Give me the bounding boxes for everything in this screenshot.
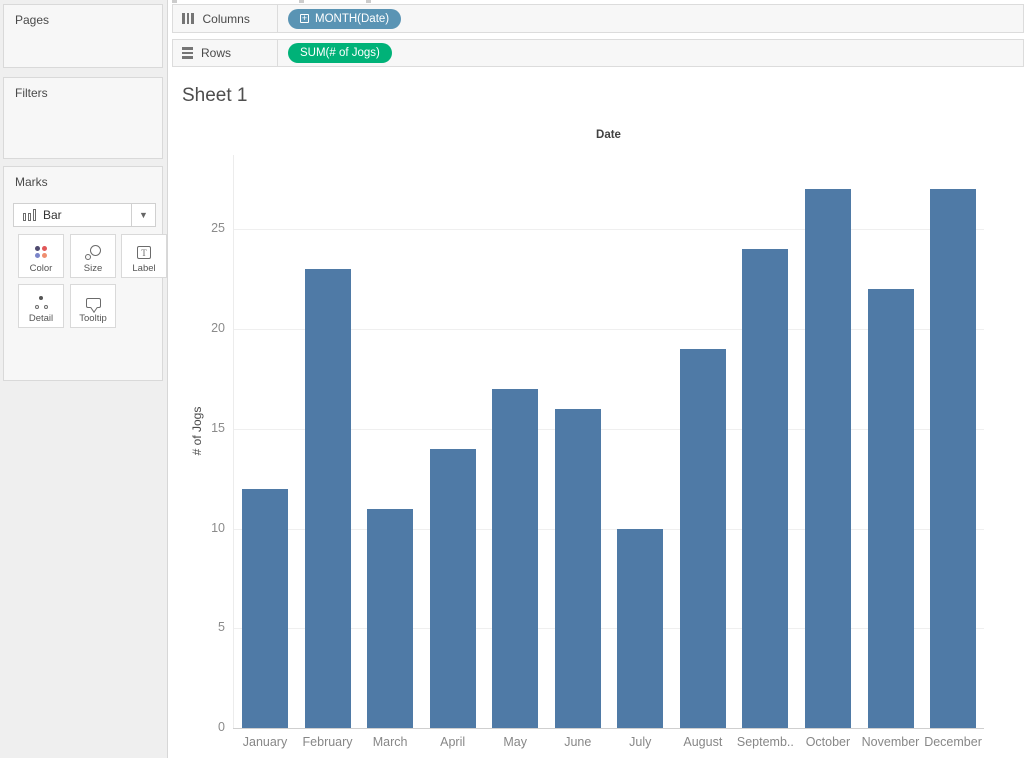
size-button-label: Size xyxy=(83,263,103,274)
sheet-title: Sheet 1 xyxy=(182,85,248,106)
columns-icon xyxy=(182,13,194,24)
gridline-10 xyxy=(233,528,984,530)
cropped-toolbar-artifact xyxy=(299,0,304,3)
label-icon: T xyxy=(137,244,151,261)
bar-chart-icon xyxy=(23,209,36,221)
sum-jogs-pill[interactable]: SUM(# of Jogs) xyxy=(288,43,392,63)
bar-july[interactable] xyxy=(617,528,664,728)
month-date-pill-label: MONTH(Date) xyxy=(315,12,390,25)
x-tick-label-february: February xyxy=(302,735,353,749)
rows-shelf[interactable]: Rows SUM(# of Jogs) xyxy=(172,39,1024,67)
color-button-label: Color xyxy=(29,263,53,274)
cropped-toolbar-artifact xyxy=(366,0,371,3)
bar-august[interactable] xyxy=(679,348,726,728)
y-tick-label: 5 xyxy=(218,620,225,635)
tooltip-icon xyxy=(85,294,101,311)
x-tick-label-april: April xyxy=(440,735,466,749)
bar-june[interactable] xyxy=(554,408,601,728)
detail-icon xyxy=(34,294,48,311)
bar-december[interactable] xyxy=(930,189,977,728)
chevron-down-icon[interactable]: ▼ xyxy=(131,204,155,226)
y-tick-label: 0 xyxy=(218,720,225,734)
worksheet-view: Sheet 1 Date # of Jogs 0 5 10 15 20 25 January… xyxy=(172,72,1024,758)
rows-shelf-label: Rows xyxy=(201,46,232,60)
detail-button-label: Detail xyxy=(28,313,54,324)
gridline-15 xyxy=(233,428,984,430)
gridline-25 xyxy=(233,229,984,231)
left-sidebar: Pages Filters Marks Bar ▼ Color Size T xyxy=(0,0,168,758)
sum-jogs-pill-label: SUM(# of Jogs) xyxy=(300,47,380,59)
y-tick-label: 25 xyxy=(211,221,225,236)
y-tick-label: 15 xyxy=(211,420,225,435)
x-axis-line xyxy=(233,728,984,729)
y-tick-label: 20 xyxy=(211,321,225,335)
y-axis-line xyxy=(233,155,234,728)
rows-shelf-header: Rows xyxy=(173,40,278,66)
x-tick-label-december: December xyxy=(924,735,982,749)
x-tick-label-march: March xyxy=(372,735,408,749)
x-tick-label-september: Septemb.. xyxy=(736,735,794,749)
filters-shelf-title: Filters xyxy=(15,86,48,100)
x-axis-title: Date xyxy=(596,129,621,141)
gridline-20 xyxy=(233,329,984,330)
bar-september[interactable] xyxy=(742,249,789,728)
detail-button[interactable]: Detail xyxy=(18,284,64,328)
bar-november[interactable] xyxy=(867,289,914,728)
size-icon xyxy=(85,244,101,261)
x-tick-label-november: November xyxy=(861,735,920,749)
expand-plus-icon[interactable]: + xyxy=(300,13,309,23)
rows-icon xyxy=(182,47,193,59)
pages-shelf-title: Pages xyxy=(15,13,50,27)
pages-shelf[interactable]: Pages xyxy=(3,4,163,68)
x-tick-label-july: July xyxy=(629,735,652,749)
x-tick-label-august: August xyxy=(683,735,723,749)
x-tick-label-june: June xyxy=(564,735,592,749)
month-date-pill[interactable]: + MONTH(Date) xyxy=(288,8,402,29)
columns-shelf[interactable]: Columns + MONTH(Date) xyxy=(172,4,1024,33)
marks-card-title: Marks xyxy=(15,175,48,189)
bar-may[interactable] xyxy=(492,388,539,728)
label-button[interactable]: T Label xyxy=(121,234,167,278)
bar-march[interactable] xyxy=(367,508,414,728)
columns-shelf-label: Columns xyxy=(202,11,250,26)
x-tick-label-october: October xyxy=(805,735,851,749)
bar-october[interactable] xyxy=(804,189,851,728)
x-tick-label-may: May xyxy=(503,735,527,749)
gridline-5 xyxy=(233,628,984,630)
cropped-toolbar-artifact xyxy=(172,0,177,3)
tooltip-button-label: Tooltip xyxy=(79,313,107,324)
y-tick-label: 10 xyxy=(211,520,225,535)
columns-shelf-header: Columns xyxy=(173,5,278,32)
size-button[interactable]: Size xyxy=(70,234,116,278)
marks-card: Marks Bar ▼ Color Size T Label xyxy=(3,166,167,381)
bar-april[interactable] xyxy=(429,448,476,728)
color-icon xyxy=(34,244,48,261)
tooltip-button[interactable]: Tooltip xyxy=(70,284,116,328)
x-tick-label-january: January xyxy=(242,735,288,749)
label-button-label: Label xyxy=(132,263,156,274)
bar-february[interactable] xyxy=(304,269,351,728)
mark-type-dropdown[interactable]: Bar ▼ xyxy=(13,203,156,227)
filters-shelf[interactable]: Filters xyxy=(3,77,163,159)
bar-january[interactable] xyxy=(242,488,288,728)
mark-type-value: Bar xyxy=(43,208,62,222)
color-button[interactable]: Color xyxy=(18,234,64,278)
